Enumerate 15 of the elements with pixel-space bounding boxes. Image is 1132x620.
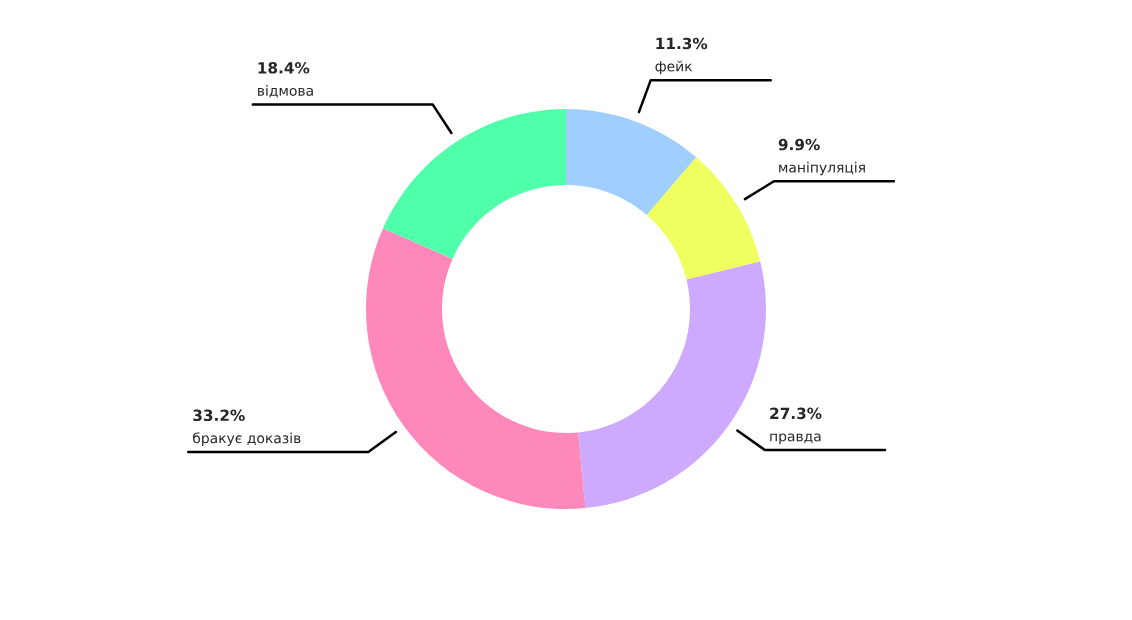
donut-slice	[366, 228, 586, 509]
donut-slice	[578, 261, 766, 509]
slice-label: фейк	[655, 60, 693, 75]
data-label: 9.9%	[778, 138, 820, 151]
donut-slice	[646, 157, 761, 280]
slice-label: правда	[770, 433, 821, 445]
slice-label: відмова	[258, 85, 313, 98]
slice-label: маніпуляція	[779, 161, 865, 176]
data-label: 11.3%	[656, 37, 708, 50]
data-label: 33.2%	[193, 409, 245, 422]
data-label: 27.3%	[770, 407, 822, 420]
slice-label: бракує доказів	[193, 432, 301, 446]
donut-slice	[566, 109, 697, 215]
data-label: 18.4%	[258, 62, 310, 74]
donut-slice	[383, 109, 566, 259]
